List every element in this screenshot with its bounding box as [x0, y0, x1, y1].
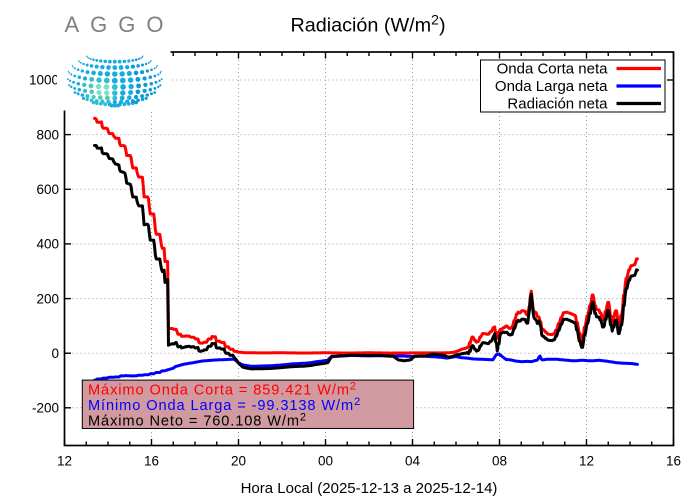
- svg-text:600: 600: [36, 182, 59, 197]
- svg-text:Máximo Neto = 760.108 W/m2: Máximo Neto = 760.108 W/m2: [88, 411, 307, 429]
- svg-text:00: 00: [318, 454, 333, 469]
- svg-text:-200: -200: [32, 401, 59, 416]
- svg-text:Onda Larga neta: Onda Larga neta: [495, 78, 608, 95]
- svg-text:20: 20: [231, 454, 246, 469]
- svg-text:Máximo Onda Corta = 859.421 W/: Máximo Onda Corta = 859.421 W/m2: [88, 381, 357, 399]
- svg-text:Radiación (W/m2): Radiación (W/m2): [290, 12, 445, 37]
- svg-text:12: 12: [579, 454, 594, 469]
- svg-text:Onda Corta neta: Onda Corta neta: [497, 61, 609, 78]
- svg-text:16: 16: [144, 454, 159, 469]
- svg-text:Radiación neta: Radiación neta: [507, 96, 608, 113]
- svg-text:AGGO: AGGO: [65, 12, 175, 37]
- svg-text:800: 800: [36, 127, 59, 142]
- svg-text:0: 0: [51, 346, 59, 361]
- svg-text:12: 12: [57, 454, 72, 469]
- svg-text:1000: 1000: [29, 73, 59, 88]
- svg-text:Mínimo Onda Larga = -99.3138 W: Mínimo Onda Larga = -99.3138 W/m2: [88, 396, 361, 414]
- svg-text:04: 04: [405, 454, 421, 469]
- svg-text:200: 200: [36, 291, 59, 306]
- svg-text:16: 16: [666, 454, 681, 469]
- svg-text:08: 08: [492, 454, 507, 469]
- svg-text:Hora Local (2025-12-13 a 2025-: Hora Local (2025-12-13 a 2025-12-14): [241, 480, 498, 497]
- svg-text:400: 400: [36, 237, 59, 252]
